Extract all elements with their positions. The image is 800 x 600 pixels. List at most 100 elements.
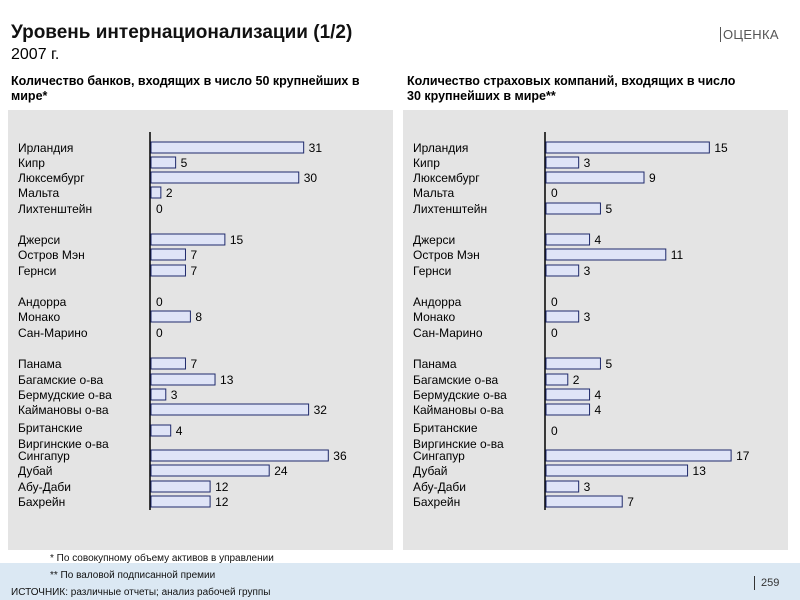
category-label: Лихтенштейн: [18, 202, 92, 216]
value-label: 7: [190, 264, 197, 278]
category-label: Монако: [413, 310, 455, 324]
banks-chart-panel: Ирландия 31 Кипр 5 Люксембург 30 Мальта 2 Лихтен…: [8, 110, 393, 550]
bar: [545, 264, 580, 277]
category-label: Ирландия: [413, 141, 468, 155]
category-label: Багамские о-ва: [18, 373, 103, 387]
value-label: 36: [333, 449, 347, 463]
category-label: Гернси: [18, 264, 56, 278]
bar: [150, 310, 191, 323]
value-label: 0: [551, 424, 558, 438]
value-label: 4: [176, 424, 183, 438]
bar: [545, 403, 591, 416]
category-label: Андорра: [413, 295, 462, 309]
category-label: Дубай: [413, 464, 448, 478]
bar: [545, 449, 732, 462]
section-tag: ОЦЕНКА: [720, 27, 779, 42]
bar: [545, 310, 580, 323]
bar: [545, 202, 601, 215]
category-label: Лихтенштейн: [413, 202, 487, 216]
page-year: 2007 г.: [11, 46, 60, 63]
bar: [150, 156, 177, 169]
value-label: 3: [171, 388, 178, 402]
category-label: Гернси: [413, 264, 451, 278]
value-label: 0: [551, 326, 558, 340]
bar: [150, 141, 305, 154]
bar: [150, 357, 186, 370]
category-label: Кипр: [413, 156, 440, 170]
bar: [545, 373, 569, 386]
value-label: 3: [584, 156, 591, 170]
value-label: 3: [584, 480, 591, 494]
value-label: 5: [181, 156, 188, 170]
value-label: 5: [605, 357, 612, 371]
insurance-chart-panel: Ирландия 15 Кипр 3 Люксембург 9 Мальта 0 Лихтенш…: [403, 110, 788, 550]
category-label: Абу-Даби: [18, 480, 71, 494]
bar: [545, 357, 601, 370]
category-label: Джерси: [18, 233, 60, 247]
category-label: Люксембург: [18, 171, 85, 185]
value-label: 13: [220, 373, 234, 387]
value-label: 0: [551, 186, 558, 200]
value-label: 4: [595, 233, 602, 247]
category-label: Мальта: [18, 186, 59, 200]
category-label: Люксембург: [413, 171, 480, 185]
value-label: 8: [195, 310, 202, 324]
category-label: Виргинские о-ва: [413, 437, 504, 451]
category-label: Монако: [18, 310, 60, 324]
value-label: 0: [156, 326, 163, 340]
category-label: Кипр: [18, 156, 45, 170]
bar: [150, 248, 186, 261]
category-label: Бермудские о-ва: [18, 388, 112, 402]
category-label: Сан-Марино: [18, 326, 88, 340]
category-label: Андорра: [18, 295, 67, 309]
category-label: Каймановы о-ва: [18, 403, 109, 417]
value-label: 12: [215, 480, 229, 494]
bar: [545, 233, 591, 246]
left-chart-title: Количество банков, входящих в число 50 к…: [11, 74, 360, 103]
category-label: Дубай: [18, 464, 53, 478]
category-label: Джерси: [413, 233, 455, 247]
category-label: Виргинские о-ва: [18, 437, 109, 451]
category-label: Багамские о-ва: [413, 373, 498, 387]
value-label: 7: [190, 357, 197, 371]
category-label: Сингапур: [413, 449, 465, 463]
value-label: 24: [274, 464, 288, 478]
category-label: Панама: [413, 357, 457, 371]
category-label: Британские: [413, 421, 478, 435]
category-label: Сан-Марино: [413, 326, 483, 340]
bar: [545, 156, 580, 169]
bar: [545, 495, 623, 508]
footer-band: [0, 563, 800, 600]
page-number: 259: [754, 576, 779, 590]
bar: [150, 186, 162, 199]
category-label: Британские: [18, 421, 83, 435]
bar: [150, 424, 172, 437]
bar: [150, 264, 186, 277]
source-note: ИСТОЧНИК: различные отчеты; анализ рабоч…: [11, 587, 271, 598]
category-label: Бахрейн: [18, 495, 65, 509]
right-chart-title: Количество страховых компаний, входящих …: [407, 74, 736, 103]
value-label: 32: [314, 403, 328, 417]
bar: [150, 480, 211, 493]
category-label: Ирландия: [18, 141, 73, 155]
bar: [150, 171, 300, 184]
bar: [545, 248, 667, 261]
category-label: Мальта: [413, 186, 454, 200]
category-label: Панама: [18, 357, 62, 371]
value-label: 0: [551, 295, 558, 309]
value-label: 5: [605, 202, 612, 216]
value-label: 12: [215, 495, 229, 509]
value-label: 4: [595, 388, 602, 402]
bar: [150, 449, 329, 462]
category-label: Бахрейн: [413, 495, 460, 509]
page-title: Уровень интернационализации (1/2): [11, 22, 353, 43]
value-label: 15: [230, 233, 244, 247]
footnote-2: ** По валовой подписанной премии: [50, 570, 216, 581]
bar: [150, 495, 211, 508]
category-label: Остров Мэн: [413, 248, 480, 262]
bar: [545, 171, 645, 184]
value-label: 0: [156, 202, 163, 216]
value-label: 4: [595, 403, 602, 417]
bar: [150, 403, 310, 416]
